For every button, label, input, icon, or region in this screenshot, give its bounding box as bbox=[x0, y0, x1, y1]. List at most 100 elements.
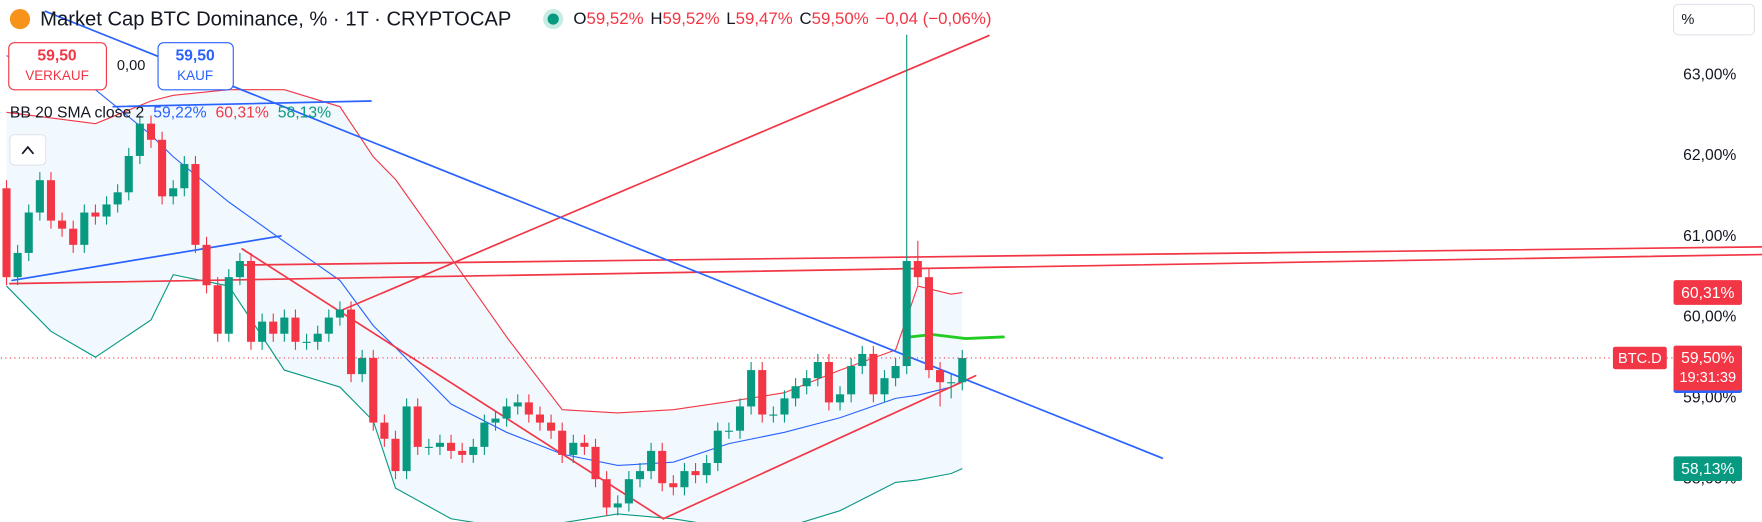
candle-body bbox=[402, 406, 411, 472]
candle-body bbox=[635, 471, 645, 480]
indicator-badge bbox=[1673, 280, 1743, 305]
candle-body bbox=[269, 321, 278, 334]
indicator-badge-label: 58,13% bbox=[1681, 461, 1734, 478]
candle-body bbox=[824, 362, 833, 403]
candle-body bbox=[758, 370, 767, 415]
overlay: Market Cap BTC Dominance, % · 1T · CRYPT… bbox=[8, 3, 1755, 487]
candle-body bbox=[724, 430, 733, 432]
candle-body bbox=[524, 402, 533, 415]
candle-body bbox=[780, 398, 789, 415]
candle-body bbox=[169, 188, 178, 197]
candle-body bbox=[291, 317, 300, 342]
candle-body bbox=[936, 370, 945, 383]
candle-body bbox=[424, 446, 433, 448]
trend-line bbox=[336, 34, 990, 313]
countdown: 19:31:39 bbox=[1679, 370, 1736, 386]
candle-body bbox=[913, 261, 922, 278]
candle-body bbox=[202, 244, 211, 286]
candle-body bbox=[947, 382, 956, 384]
unit-label[interactable]: % bbox=[1681, 12, 1694, 28]
candle-body bbox=[869, 353, 878, 395]
candle-body bbox=[58, 220, 67, 229]
candle-body bbox=[46, 180, 56, 221]
buy-button[interactable] bbox=[157, 42, 234, 91]
candle-body bbox=[458, 450, 467, 455]
symbol-badge bbox=[1612, 346, 1667, 370]
candle-body bbox=[813, 362, 822, 379]
band-lower bbox=[6, 274, 963, 522]
candle-body bbox=[647, 450, 656, 472]
candle-body bbox=[313, 333, 322, 342]
candle-body bbox=[891, 366, 900, 379]
indicator-name: BB 20 SMA close 2 bbox=[10, 105, 144, 122]
candle-body bbox=[435, 442, 444, 447]
symbol-label: BTC.D bbox=[1618, 351, 1662, 367]
candle-body bbox=[135, 123, 144, 156]
candle-body bbox=[680, 471, 689, 488]
candle-body bbox=[413, 406, 422, 447]
sell-price[interactable]: 59,50 bbox=[37, 47, 77, 64]
candle-body bbox=[769, 414, 778, 416]
candle-body bbox=[469, 446, 478, 455]
candle-body bbox=[346, 309, 356, 375]
candle-body bbox=[480, 422, 489, 447]
candle-body bbox=[91, 212, 100, 217]
unit-button[interactable] bbox=[1672, 3, 1755, 36]
candle-body bbox=[747, 370, 756, 407]
buy-label[interactable]: KAUF bbox=[177, 68, 213, 83]
indicator-badge-label: 60,31% bbox=[1681, 285, 1734, 302]
candle-body bbox=[491, 418, 500, 423]
trend-line bbox=[908, 333, 1005, 340]
sell-label[interactable]: VERKAUF bbox=[25, 68, 89, 83]
candle-body bbox=[735, 406, 745, 431]
candle-body bbox=[235, 261, 244, 278]
trend-line bbox=[112, 100, 372, 108]
candle-body bbox=[791, 386, 800, 399]
candle-body bbox=[302, 341, 311, 343]
y-tick-label: 61,00% bbox=[1683, 228, 1736, 245]
candle-body bbox=[447, 442, 456, 451]
candle-body bbox=[835, 394, 845, 403]
candle-body bbox=[335, 309, 344, 318]
candle-body bbox=[369, 357, 378, 423]
candle-body bbox=[702, 463, 711, 476]
candle-body bbox=[569, 442, 578, 455]
collapse-button[interactable] bbox=[9, 134, 47, 166]
candle-body bbox=[246, 261, 256, 342]
candle-body bbox=[502, 406, 511, 419]
candle-body bbox=[880, 378, 889, 395]
candle-body bbox=[624, 479, 633, 504]
coin-icon bbox=[9, 8, 31, 30]
band-upper bbox=[6, 89, 963, 414]
ohlc-key: H bbox=[650, 10, 662, 29]
ohlc-readout: O59,52% H59,52% L59,47% C59,50% −0,04 (−0,06… bbox=[573, 10, 991, 29]
candle-body bbox=[158, 139, 167, 197]
candle-body bbox=[658, 450, 667, 484]
ohlc-value: 59,52% bbox=[662, 10, 719, 29]
candle-body bbox=[146, 123, 156, 140]
candle-body bbox=[591, 446, 600, 480]
chart-title: Market Cap BTC Dominance, % · 1T · CRYPT… bbox=[40, 9, 511, 31]
candle-body bbox=[102, 204, 111, 217]
ohlc-value: 59,47% bbox=[736, 10, 793, 29]
candle-body bbox=[113, 192, 122, 205]
candle-body bbox=[13, 252, 22, 278]
indicator-value: 60,31% bbox=[216, 105, 269, 122]
candle-body bbox=[902, 261, 911, 367]
candle-body bbox=[713, 430, 722, 464]
candle-body bbox=[324, 317, 333, 334]
candle-body bbox=[691, 471, 700, 476]
candle-body bbox=[69, 228, 78, 245]
candle-body bbox=[191, 164, 200, 245]
indicator-legend: BB 20 SMA close 2 59,22% 60,31% 58,13% bbox=[10, 105, 331, 122]
sell-button[interactable] bbox=[8, 42, 107, 91]
candle-body bbox=[580, 442, 589, 447]
trend-line bbox=[11, 235, 282, 282]
ohlc-value: 59,52% bbox=[587, 10, 644, 29]
collapse-chevron[interactable] bbox=[21, 145, 35, 155]
y-tick-label: 63,00% bbox=[1683, 66, 1736, 83]
candle-body bbox=[858, 353, 867, 367]
buy-price[interactable]: 59,50 bbox=[175, 47, 215, 64]
